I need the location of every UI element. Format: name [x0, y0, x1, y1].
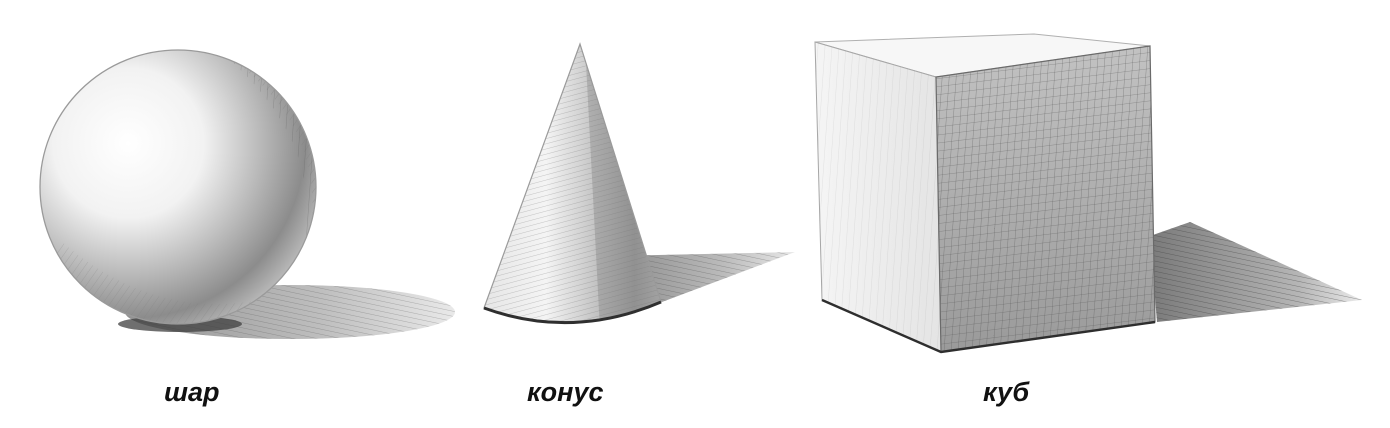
cone-caption: конус	[527, 377, 604, 407]
cone-figure	[483, 42, 795, 325]
cube-figure	[814, 33, 1362, 354]
sphere-caption: шар	[164, 377, 220, 407]
sphere-body	[40, 50, 316, 324]
cube-caption: куб	[983, 377, 1030, 407]
sphere-figure	[39, 49, 455, 339]
